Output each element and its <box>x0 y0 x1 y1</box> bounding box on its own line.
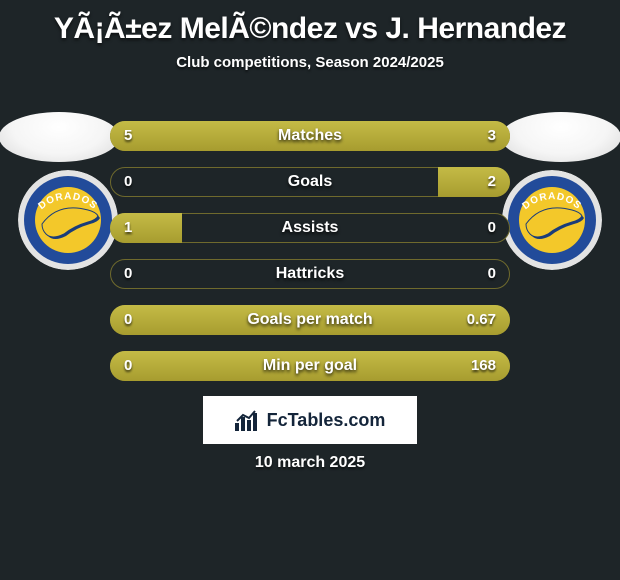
stat-row: 00.67Goals per match <box>110 302 510 338</box>
stat-row: 02Goals <box>110 164 510 200</box>
stat-label: Matches <box>110 118 510 154</box>
brand-text: FcTables.com <box>267 410 386 431</box>
player-avatar-right <box>501 112 620 162</box>
stats-container: 53Matches 02Goals 10Assists 00Hattricks 00.6… <box>110 118 510 394</box>
date-text: 10 march 2025 <box>0 454 620 472</box>
brand-badge: FcTables.com <box>203 396 417 444</box>
stat-label: Hattricks <box>110 256 510 292</box>
stat-label: Assists <box>110 210 510 246</box>
stat-row: 10Assists <box>110 210 510 246</box>
stat-label: Goals per match <box>110 302 510 338</box>
stat-label: Goals <box>110 164 510 200</box>
player-avatar-left <box>0 112 119 162</box>
stat-row: 0168Min per goal <box>110 348 510 384</box>
page-title: YÃ¡Ã±ez MelÃ©ndez vs J. Hernandez <box>0 0 620 46</box>
club-logo-right: DORADOS <box>502 170 602 270</box>
stat-row: 00Hattricks <box>110 256 510 292</box>
page-subtitle: Club competitions, Season 2024/2025 <box>0 54 620 71</box>
stat-row: 53Matches <box>110 118 510 154</box>
stat-label: Min per goal <box>110 348 510 384</box>
club-logo-left: DORADOS <box>18 170 118 270</box>
